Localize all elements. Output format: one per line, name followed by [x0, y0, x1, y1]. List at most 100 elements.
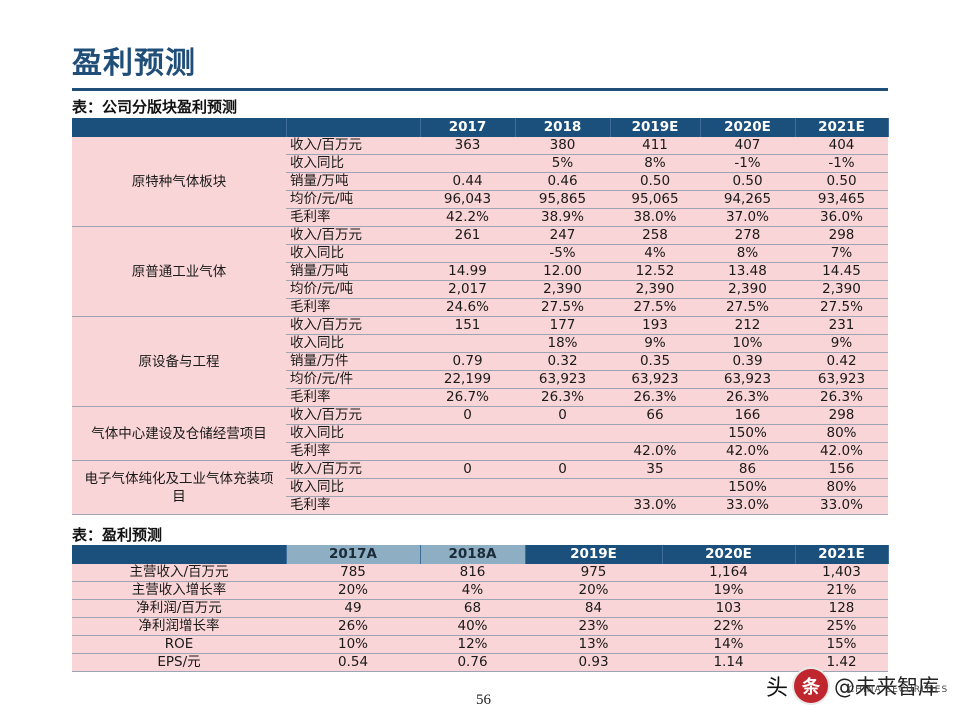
value-cell: 261	[420, 226, 515, 245]
header-cell-actual: 2018A	[420, 545, 526, 564]
table-row: 销量/万吨 0.44 0.46 0.50 0.50 0.50	[72, 172, 888, 191]
metric-label-cell: 收入/百万元	[286, 406, 420, 425]
value-cell: 404	[795, 137, 888, 155]
table-row: 毛利率 33.0% 33.0% 33.0%	[72, 496, 888, 515]
table-row: 毛利率 26.7% 26.3% 26.3% 26.3% 26.3%	[72, 388, 888, 407]
value-cell: 26.3%	[700, 388, 795, 407]
value-cell: 0.50	[610, 172, 700, 191]
row-label-cell: 净利润/百万元	[72, 599, 286, 618]
metric-label-cell: 销量/万件	[286, 352, 420, 371]
value-cell: 9%	[795, 334, 888, 353]
value-cell	[515, 442, 610, 461]
row-label-cell: EPS/元	[72, 653, 286, 672]
table-row: ROE 10% 12% 13% 14% 15%	[72, 635, 888, 654]
table-row: 主营收入增长率 20% 4% 20% 19% 21%	[72, 581, 888, 600]
segment-name-cell: 原特种气体板块	[72, 137, 286, 227]
table-row: 毛利率 24.6% 27.5% 27.5% 27.5% 27.5%	[72, 298, 888, 317]
value-cell: 4%	[610, 244, 700, 263]
value-cell: 2,390	[795, 280, 888, 299]
row-label-cell: ROE	[72, 635, 286, 654]
value-cell: 38.9%	[515, 208, 610, 227]
value-cell: 150%	[700, 478, 795, 497]
value-cell: 156	[795, 460, 888, 479]
metric-label-cell: 销量/万吨	[286, 172, 420, 191]
table-row: 均价/元/件 22,199 63,923 63,923 63,923 63,923	[72, 370, 888, 389]
value-cell: 411	[610, 137, 700, 155]
page-number: 56	[476, 692, 491, 708]
table-row: 均价/元/吨 2,017 2,390 2,390 2,390 2,390	[72, 280, 888, 299]
toutiao-logo-icon: 条	[792, 667, 831, 705]
table-row: 毛利率 42.0% 42.0% 42.0%	[72, 442, 888, 461]
table-row: 收入同比 150% 80%	[72, 424, 888, 443]
watermark-underlay: CHINA SECURITIES	[848, 685, 949, 695]
value-cell: 96,043	[420, 190, 515, 209]
metric-label-cell: 毛利率	[286, 388, 420, 407]
value-cell: 278	[700, 226, 795, 245]
table-row: 收入同比 -5% 4% 8% 7%	[72, 244, 888, 263]
value-cell: 37.0%	[700, 208, 795, 227]
value-cell: 177	[515, 316, 610, 335]
table-row: 气体中心建设及仓储经营项目 收入/百万元 0 0 66 166 298	[72, 406, 888, 461]
segment-name-cell: 气体中心建设及仓储经营项目	[72, 406, 286, 461]
value-cell: 25%	[795, 617, 888, 636]
metric-label-cell: 收入同比	[286, 424, 420, 443]
header-cell	[72, 545, 287, 564]
value-cell: 0	[515, 460, 610, 479]
value-cell: 40%	[420, 617, 525, 636]
table-header-row: 2017 2018 2019E 2020E 2021E	[72, 118, 889, 137]
value-cell: 0.46	[515, 172, 610, 191]
header-cell	[286, 118, 421, 137]
value-cell: 49	[286, 599, 420, 618]
value-cell	[420, 442, 515, 461]
value-cell: 19%	[662, 581, 795, 600]
value-cell: 42.0%	[610, 442, 700, 461]
header-cell: 2019E	[610, 118, 701, 137]
table-row: 电子气体纯化及工业气体充装项目 收入/百万元 0 0 35 86 156	[72, 460, 888, 515]
value-cell: 10%	[700, 334, 795, 353]
value-cell: 1,164	[662, 564, 795, 582]
value-cell	[515, 424, 610, 443]
value-cell: 298	[795, 226, 888, 245]
value-cell: 7%	[795, 244, 888, 263]
watermark-handle: @未来智库 CHINA SECURITIES	[834, 671, 947, 701]
value-cell: 0.39	[700, 352, 795, 371]
value-cell: 63,923	[610, 370, 700, 389]
value-cell: 15%	[795, 635, 888, 654]
value-cell: 35	[610, 460, 700, 479]
header-cell-actual: 2017A	[286, 545, 421, 564]
value-cell: 298	[795, 406, 888, 425]
value-cell: 2,017	[420, 280, 515, 299]
value-cell: -5%	[515, 244, 610, 263]
value-cell: 21%	[795, 581, 888, 600]
value-cell: 785	[286, 564, 420, 582]
value-cell: 2,390	[515, 280, 610, 299]
value-cell: 27.5%	[515, 298, 610, 317]
value-cell: 1.42	[795, 653, 888, 672]
value-cell: 26%	[286, 617, 420, 636]
value-cell: 0.35	[610, 352, 700, 371]
table-row: 毛利率 42.2% 38.9% 38.0% 37.0% 36.0%	[72, 208, 888, 227]
metric-label-cell: 均价/元/吨	[286, 190, 420, 209]
value-cell: 14%	[662, 635, 795, 654]
value-cell	[420, 154, 515, 173]
header-cell: 2021E	[795, 118, 889, 137]
metric-label-cell: 收入/百万元	[286, 460, 420, 479]
forecast-table-caption: 表：盈利预测	[72, 526, 163, 544]
metric-label-cell: 销量/万吨	[286, 262, 420, 281]
value-cell: 22%	[662, 617, 795, 636]
value-cell: 42.0%	[795, 442, 888, 461]
value-cell: 63,923	[515, 370, 610, 389]
value-cell: 212	[700, 316, 795, 335]
metric-label-cell: 毛利率	[286, 442, 420, 461]
value-cell: 14.45	[795, 262, 888, 281]
value-cell: 2,390	[700, 280, 795, 299]
table-row: 原普通工业气体 收入/百万元 261 247 258 278 298	[72, 226, 888, 317]
value-cell	[420, 244, 515, 263]
value-cell: 407	[700, 137, 795, 155]
header-cell-estimate: 2020E	[662, 545, 796, 564]
value-cell: 63,923	[795, 370, 888, 389]
table-row: 原特种气体板块 收入/百万元 363 380 411 407 404	[72, 137, 888, 227]
value-cell: 0	[420, 406, 515, 425]
value-cell: -1%	[700, 154, 795, 173]
value-cell: 0.42	[795, 352, 888, 371]
